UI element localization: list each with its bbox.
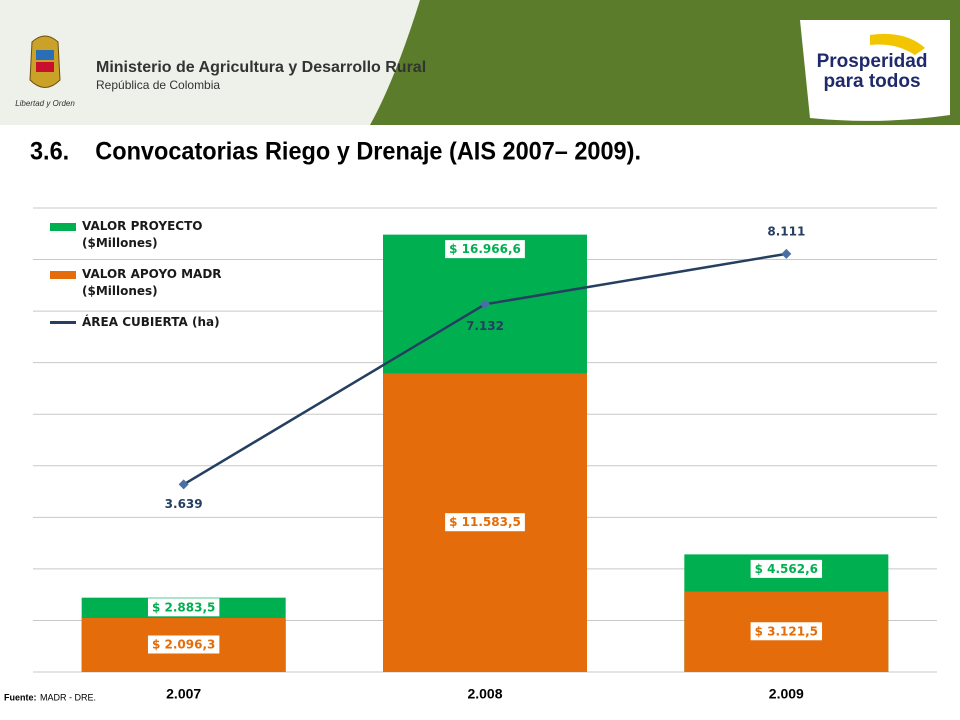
- line-value-label: 7.132: [466, 319, 504, 333]
- x-tick-label: 2.008: [467, 686, 502, 702]
- x-tick-label: 2.007: [166, 686, 201, 702]
- brand-top: Prosperidad: [817, 51, 928, 72]
- legend-item: VALOR PROYECTO ($Millones): [50, 218, 232, 252]
- source-label: Fuente:: [4, 692, 37, 702]
- value-label-text: $ 3.121,5: [755, 624, 818, 638]
- slide-title: 3.6. Convocatorias Riego y Drenaje (AIS …: [30, 138, 641, 166]
- value-label: $ 11.583,5: [445, 513, 525, 532]
- line-marker: [781, 248, 792, 259]
- value-label: $ 2.883,5: [147, 598, 220, 617]
- legend-swatch: [50, 223, 76, 231]
- value-label: $ 16.966,6: [445, 240, 525, 259]
- legend-label: VALOR APOYO MADR ($Millones): [82, 267, 222, 298]
- line-value-label: 3.639: [165, 497, 203, 511]
- value-label-text: $ 11.583,5: [449, 515, 521, 529]
- value-label-text: $ 2.096,3: [152, 637, 215, 651]
- legend-item: ÁREA CUBIERTA (ha): [50, 314, 232, 331]
- legend: VALOR PROYECTO ($Millones) VALOR APOYO MA…: [50, 218, 232, 345]
- value-label-box: [750, 622, 823, 641]
- line-marker: [480, 299, 490, 310]
- value-label-text: $ 2.883,5: [152, 600, 215, 614]
- legend-label: VALOR PROYECTO ($Millones): [82, 219, 203, 250]
- x-tick-label: 2.009: [769, 686, 804, 702]
- value-label: $ 3.121,5: [750, 622, 823, 641]
- value-label-box: [147, 598, 220, 617]
- coat-of-arms: [29, 35, 61, 88]
- brand-swoosh: [870, 33, 925, 55]
- legend-item: VALOR APOYO MADR ($Millones): [50, 266, 232, 300]
- value-label-box: [445, 513, 525, 532]
- value-label-text: $ 16.966,6: [449, 242, 521, 256]
- legend-swatch: [50, 271, 76, 279]
- value-label-box: [445, 240, 525, 259]
- legend-label: ÁREA CUBIERTA (ha): [82, 315, 220, 329]
- brand-bottom: para todos: [823, 71, 920, 92]
- value-label: $ 4.562,6: [750, 559, 823, 578]
- legend-swatch: [50, 321, 76, 324]
- ministry: Ministerio de Agricultura y Desarrollo R…: [96, 59, 426, 76]
- country: República de Colombia: [96, 78, 220, 92]
- value-label-text: $ 4.562,6: [755, 562, 818, 576]
- line-value-label: 8.111: [767, 224, 805, 238]
- header-panel: [0, 0, 420, 125]
- value-label-box: [750, 559, 823, 578]
- source-text: MADR - DRE.: [40, 692, 96, 702]
- motto: Libertad y Orden: [15, 99, 75, 108]
- line-marker: [178, 479, 189, 490]
- value-label: $ 2.096,3: [147, 635, 220, 654]
- value-label-box: [147, 635, 220, 654]
